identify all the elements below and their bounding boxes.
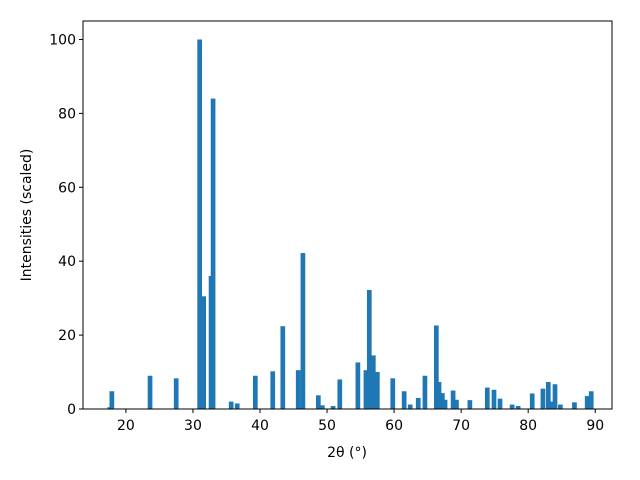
bar	[540, 388, 546, 409]
y-axis-label: Intensities (scaled)	[19, 149, 35, 282]
bar	[509, 404, 515, 409]
bar	[201, 296, 207, 409]
bar	[440, 393, 445, 409]
y-tick-label: 0	[67, 402, 76, 418]
x-tick-label: 80	[519, 418, 537, 434]
plot-frame	[82, 20, 613, 410]
bar	[436, 382, 442, 409]
bar	[252, 375, 258, 409]
bar	[147, 375, 153, 409]
bar	[366, 290, 372, 409]
y-tick-label: 60	[58, 180, 76, 196]
bar	[484, 387, 490, 409]
bar	[545, 382, 551, 409]
bar	[549, 401, 555, 409]
bar	[401, 391, 407, 409]
bar	[197, 39, 203, 409]
x-tick-label: 70	[452, 418, 470, 434]
x-tick-label: 40	[251, 418, 269, 434]
bar	[497, 398, 503, 409]
y-tick-label: 40	[58, 254, 76, 270]
bar	[390, 378, 396, 409]
x-tick-label: 90	[586, 418, 604, 434]
bar	[337, 379, 343, 409]
y-tick-label: 20	[58, 328, 76, 344]
bar	[467, 400, 473, 409]
x-axis-label: 2θ (°)	[327, 445, 367, 461]
bar	[330, 406, 336, 409]
bar	[280, 326, 286, 409]
bar	[355, 362, 361, 409]
bar	[295, 370, 301, 409]
bar	[442, 399, 448, 409]
bar	[572, 402, 577, 409]
bar	[558, 404, 563, 409]
bar	[234, 403, 240, 409]
x-tick-label: 20	[117, 418, 135, 434]
bar	[407, 404, 413, 409]
bar	[210, 98, 216, 409]
x-tick-label: 60	[385, 418, 403, 434]
bar	[433, 325, 439, 409]
bar	[315, 395, 321, 409]
bar	[588, 391, 594, 409]
x-tick-label: 50	[318, 418, 336, 434]
bar	[320, 405, 325, 409]
bar	[422, 375, 428, 409]
bar	[491, 389, 497, 409]
bar	[529, 393, 535, 409]
y-tick-label: 80	[58, 106, 76, 122]
bar	[270, 371, 276, 409]
bar	[370, 355, 376, 409]
bar	[454, 399, 459, 409]
bar	[584, 396, 590, 409]
x-tick-label: 30	[184, 418, 202, 434]
bar	[228, 401, 234, 409]
bar	[300, 253, 306, 409]
bar	[173, 378, 179, 409]
bar	[109, 391, 115, 409]
bar	[552, 384, 558, 409]
y-tick-label: 100	[49, 32, 76, 48]
bar	[415, 397, 421, 409]
bar	[374, 372, 380, 409]
bar	[450, 390, 456, 409]
bar	[363, 370, 369, 409]
bar	[515, 406, 521, 409]
